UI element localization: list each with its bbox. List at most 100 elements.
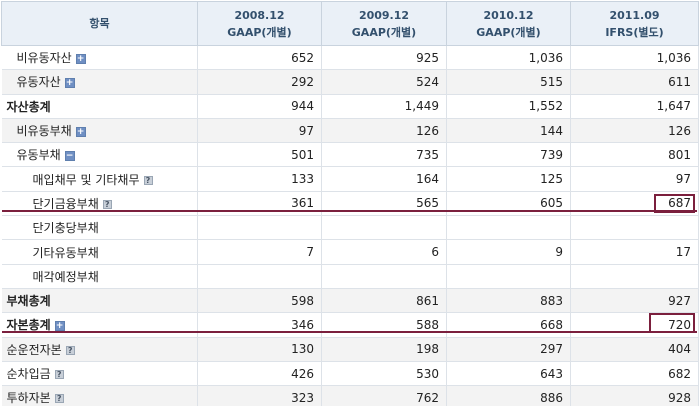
row-label-cell: 비유동자산 + bbox=[1, 45, 198, 71]
value-cell-2011: 97 bbox=[570, 166, 699, 192]
header-period: 2011.09 bbox=[609, 8, 660, 22]
expand-plus-icon[interactable]: + bbox=[75, 126, 86, 137]
table-row: 기타유동부채 7 6 9 17 bbox=[1, 239, 699, 265]
row-label-cell: 자산총계 bbox=[1, 94, 198, 119]
help-question-icon: ? bbox=[54, 370, 64, 379]
value-cell-2008: 97 bbox=[197, 118, 322, 144]
value-cell-2009: 1,449 bbox=[321, 94, 447, 119]
value-cell-2008 bbox=[197, 215, 322, 241]
header-period: 2010.12 bbox=[483, 8, 534, 22]
value-cell-2010: 883 bbox=[446, 288, 571, 314]
value-cell-2010: 515 bbox=[446, 69, 571, 95]
value-cell-2010: 1,036 bbox=[446, 45, 571, 71]
row-label-cell: 매입채무 및 기타채무? bbox=[1, 166, 198, 192]
expand-plus-icon[interactable]: + bbox=[64, 77, 75, 88]
value-cell-2009: 861 bbox=[321, 288, 447, 314]
value-cell-2010 bbox=[446, 264, 571, 289]
row-label-cell: 단기충당부채 bbox=[1, 215, 198, 241]
table-row: 순운전자본? 130 198 297 404 bbox=[1, 337, 699, 362]
value-cell-2009: 126 bbox=[321, 118, 447, 144]
help-question-icon: ? bbox=[54, 394, 64, 404]
table-row: 유동자산 +292 524 515 611 bbox=[1, 69, 699, 95]
row-label: 비유동자산 bbox=[16, 51, 72, 66]
value-cell-2008: 652 bbox=[197, 45, 322, 71]
table-row: 자산총계 944 1,449 1,552 1,647 bbox=[1, 94, 699, 119]
value-cell-2009: 762 bbox=[321, 385, 447, 406]
value-cell-2010: 886 bbox=[446, 385, 571, 406]
header-col-2009: 2009.12 GAAP(개별) bbox=[321, 1, 447, 46]
expand-plus-icon[interactable]: + bbox=[54, 320, 65, 331]
value-cell-2011: 17 bbox=[570, 239, 699, 265]
value-cell-2008 bbox=[197, 264, 322, 289]
row-label-cell: 기타유동부채 bbox=[1, 239, 198, 265]
value-cell-2011: 682 bbox=[570, 361, 699, 387]
value-cell-2008: 944 bbox=[197, 94, 322, 119]
value-cell-2008: 292 bbox=[197, 69, 322, 95]
row-label: 기타유동부채 bbox=[32, 245, 99, 260]
header-standard: IFRS(별도) bbox=[605, 25, 664, 39]
header-period: 2009.12 bbox=[358, 8, 410, 22]
row-label: 매입채무 및 기타채무 bbox=[32, 172, 140, 187]
row-label: 투하자본 bbox=[6, 391, 51, 406]
value-cell-2009: 6 bbox=[321, 239, 447, 265]
value-cell-2011: 611 bbox=[570, 69, 699, 95]
highlight-box-687 bbox=[654, 194, 695, 213]
value-cell-2010: 668 bbox=[446, 312, 571, 338]
highlight-box-720 bbox=[649, 313, 695, 333]
value-cell-2011: 928 bbox=[570, 385, 699, 406]
row-label: 자본총계 bbox=[6, 318, 51, 333]
value-cell-2009 bbox=[321, 264, 447, 289]
row-label-cell: 매각예정부채 bbox=[1, 264, 198, 289]
value-cell-2009: 524 bbox=[321, 69, 447, 95]
row-label: 부채총계 bbox=[6, 294, 51, 309]
value-cell-2011: 1,036 bbox=[570, 45, 699, 71]
value-cell-2011: 927 bbox=[570, 288, 699, 314]
value-cell-2010: 739 bbox=[446, 142, 571, 168]
row-label: 유동자산 bbox=[16, 75, 61, 90]
value-cell-2008: 426 bbox=[197, 361, 322, 387]
table-row: 순차입금? 426 530 643 682 bbox=[1, 361, 699, 387]
value-cell-2010: 125 bbox=[446, 166, 571, 192]
highlight-underline-short-term-financial-liabilities bbox=[2, 210, 697, 212]
table-row: 부채총계 598 861 883 927 bbox=[1, 288, 699, 314]
value-cell-2008: 501 bbox=[197, 142, 322, 168]
value-cell-2010 bbox=[446, 215, 571, 241]
value-cell-2011: 720 bbox=[570, 312, 699, 338]
value-cell-2008: 130 bbox=[197, 337, 322, 362]
header-standard: GAAP(개별) bbox=[351, 25, 417, 39]
row-label: 유동부채 bbox=[16, 148, 61, 163]
header-col-2011: 2011.09 IFRS(별도) bbox=[570, 1, 699, 46]
expand-plus-icon[interactable]: + bbox=[75, 53, 86, 64]
row-label: 비유동부채 bbox=[16, 124, 72, 139]
row-label: 순운전자본 bbox=[6, 342, 62, 357]
row-label-cell: 투하자본? bbox=[1, 385, 198, 406]
value-cell-2010: 643 bbox=[446, 361, 571, 387]
help-question-icon: ? bbox=[102, 199, 112, 209]
value-cell-2010: 297 bbox=[446, 337, 571, 362]
highlight-underline-total-equity bbox=[2, 331, 697, 333]
table-row: 투하자본? 323 762 886 928 bbox=[1, 385, 699, 406]
value-cell-2008: 7 bbox=[197, 239, 322, 265]
value-cell-2011: 404 bbox=[570, 337, 699, 362]
row-label-cell: 유동부채 − bbox=[1, 142, 198, 168]
header-standard: GAAP(개별) bbox=[476, 25, 541, 39]
value-cell-2008: 133 bbox=[197, 166, 322, 192]
value-cell-2011 bbox=[570, 264, 699, 289]
row-label-cell: 순운전자본? bbox=[1, 337, 198, 362]
table-row: 자본총계 +346 588 668 720 bbox=[1, 312, 699, 338]
value-cell-2009: 164 bbox=[321, 166, 447, 192]
row-label-cell: 자본총계 + bbox=[1, 312, 198, 338]
row-label-cell: 순차입금? bbox=[1, 361, 198, 387]
collapse-minus-icon[interactable]: − bbox=[64, 150, 75, 161]
row-label-cell: 비유동부채 + bbox=[1, 118, 198, 144]
value-cell-2009 bbox=[321, 215, 447, 241]
row-label-cell: 유동자산 + bbox=[1, 69, 198, 95]
header-period: 2008.12 bbox=[234, 8, 285, 22]
value-cell-2011 bbox=[570, 215, 699, 241]
value-cell-2011: 801 bbox=[570, 142, 699, 168]
header-standard: GAAP(개별) bbox=[227, 25, 292, 39]
row-label: 자산총계 bbox=[6, 99, 51, 114]
value-cell-2010: 9 bbox=[446, 239, 571, 265]
row-label: 단기충당부채 bbox=[32, 221, 99, 236]
